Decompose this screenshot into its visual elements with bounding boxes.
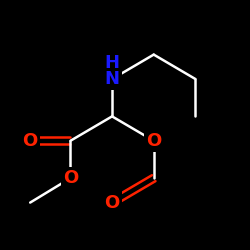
Text: O: O bbox=[22, 132, 38, 150]
Text: H: H bbox=[104, 54, 120, 72]
Text: O: O bbox=[63, 169, 78, 187]
Text: O: O bbox=[146, 132, 161, 150]
Text: O: O bbox=[104, 194, 120, 212]
Text: N: N bbox=[104, 70, 120, 88]
